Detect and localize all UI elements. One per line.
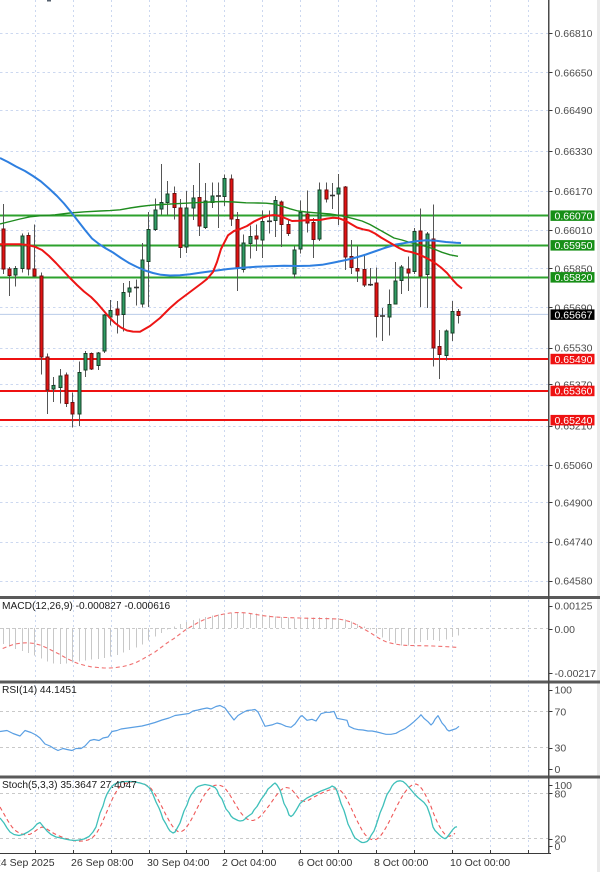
svg-text:70: 70 [555,706,567,718]
svg-text:0.66070: 0.66070 [555,210,593,222]
svg-text:Stoch(5,3,3) 35.3647 27.4047: Stoch(5,3,3) 35.3647 27.4047 [2,780,137,791]
svg-text:80: 80 [555,788,567,800]
svg-text:0.65490: 0.65490 [555,354,593,366]
svg-text:0.00125: 0.00125 [555,601,593,613]
svg-text:RSI(14) 44.1451: RSI(14) 44.1451 [2,685,77,696]
svg-text:30: 30 [555,743,567,755]
svg-text:0.64900: 0.64900 [555,498,593,510]
svg-text:0: 0 [555,841,561,853]
svg-text:0.65950: 0.65950 [555,240,593,252]
svg-text:2 Oct 04:00: 2 Oct 04:00 [222,857,276,869]
svg-text:0.00: 0.00 [555,624,576,636]
svg-text:0.66650: 0.66650 [555,67,593,79]
svg-text:MACD(12,26,9) -0.000827 -0.000: MACD(12,26,9) -0.000827 -0.000616 [2,601,171,612]
svg-text:100: 100 [555,685,573,697]
svg-text:0.66010: 0.66010 [555,225,593,237]
svg-text:0.65240: 0.65240 [555,415,593,427]
svg-text:0.65530: 0.65530 [555,343,593,355]
svg-text:0.66170: 0.66170 [555,186,593,198]
svg-text:8 Oct 00:00: 8 Oct 00:00 [374,857,428,869]
svg-text:0.66490: 0.66490 [555,105,593,117]
svg-text:10 Oct 00:00: 10 Oct 00:00 [450,857,510,869]
svg-text:20: 20 [555,834,567,846]
svg-text:100: 100 [555,780,573,792]
svg-text:0.66330: 0.66330 [555,146,593,158]
svg-text:-0.00217: -0.00217 [555,668,597,680]
svg-text:0.64580: 0.64580 [555,576,593,588]
svg-text:6 Oct 00:00: 6 Oct 00:00 [298,857,352,869]
svg-text:0.64740: 0.64740 [555,537,593,549]
svg-text:26 Sep 08:00: 26 Sep 08:00 [71,857,134,869]
svg-text:0.65820: 0.65820 [555,272,593,284]
svg-text:0.65667: 0.65667 [555,309,593,321]
svg-text:24 Sep 2025: 24 Sep 2025 [0,857,55,869]
svg-text:0.65060: 0.65060 [555,460,593,472]
svg-text:0.66810: 0.66810 [555,28,593,40]
svg-text:0: 0 [555,764,561,776]
svg-text:0.65360: 0.65360 [555,386,593,398]
svg-text:30 Sep 04:00: 30 Sep 04:00 [147,857,210,869]
